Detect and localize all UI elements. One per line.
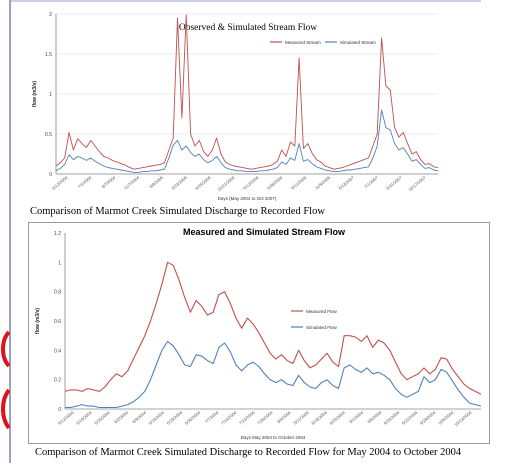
x-tick-label: 7/14/2004 bbox=[220, 410, 238, 426]
x-tick-label: 5/26/2004 bbox=[93, 410, 111, 426]
y-axis-label: flow (m3/s) bbox=[32, 81, 38, 107]
x-tick-label: 8/25/2005 bbox=[194, 175, 212, 191]
x-tick-label: 7/28/2004 bbox=[256, 410, 274, 426]
x-tick-label: 9/8/2004 bbox=[366, 410, 382, 425]
y-tick-label: 1.5 bbox=[45, 52, 52, 58]
red-accent-arc-upper bbox=[1, 330, 10, 368]
y-tick-label: 0.6 bbox=[54, 319, 61, 325]
y-tick-label: 0.4 bbox=[54, 348, 61, 354]
series-line-2 bbox=[55, 109, 439, 173]
bottom-chart-panel: Measured and Simulated Stream Flow 0 0.2 0.… bbox=[28, 222, 490, 444]
top-chart: Observed & Simulated Stream Flow 0 0.5 1 1.5… bbox=[32, 12, 439, 201]
chart-title: Measured and Simulated Stream Flow bbox=[183, 227, 346, 237]
top-chart-caption: Comparison of Marmot Creek Simulated Dis… bbox=[30, 206, 325, 217]
x-tick-label: 5/19/2004 bbox=[75, 410, 93, 426]
series-line-1 bbox=[64, 261, 482, 395]
bottom-chart-caption: Comparison of Marmot Creek Simulated Dis… bbox=[35, 447, 462, 458]
x-tick-label: 9/15/2004 bbox=[383, 410, 401, 426]
x-tick-label: 9/22/2004 bbox=[401, 410, 419, 426]
series-line-2 bbox=[65, 340, 482, 409]
x-tick-label: 6/23/2005 bbox=[170, 175, 188, 191]
bottom-chart: Measured and Simulated Stream Flow 0 0.2 0.… bbox=[35, 227, 482, 440]
y-tick-label: 0.2 bbox=[54, 378, 61, 384]
x-tick-label: 5/12/2004 bbox=[51, 175, 69, 191]
x-tick-label: 9/7/2004 bbox=[101, 175, 117, 190]
x-tick-label: 10/17/2007 bbox=[407, 175, 427, 193]
y-tick-label: 0.5 bbox=[45, 132, 52, 138]
x-tick-label: 9/1/2004 bbox=[348, 410, 364, 425]
x-tick-label: 10/13/2004 bbox=[453, 410, 473, 428]
y-tick-label: 0 bbox=[49, 172, 52, 178]
top-chart-panel: Observed & Simulated Stream Flow 0 0.5 1 1.5… bbox=[28, 4, 458, 204]
legend-label: Simulated Stream bbox=[340, 40, 376, 45]
legend-label: Simulated Flow bbox=[306, 325, 338, 330]
x-tick-label: 6/23/2004 bbox=[166, 410, 184, 426]
y-tick-label: 2 bbox=[49, 12, 52, 18]
red-accent-arc-lower bbox=[1, 388, 10, 430]
x-axis-label: Days (May 2004 to Oct 2007) bbox=[218, 196, 277, 201]
x-tick-label: 5/13/2007 bbox=[338, 175, 356, 191]
x-tick-label: 8/18/2004 bbox=[310, 410, 328, 426]
x-tick-label: 7/1/2004 bbox=[77, 175, 93, 190]
x-tick-label: 10/21/2005 bbox=[216, 175, 236, 193]
x-tick-label: 6/28/2006 bbox=[266, 175, 284, 191]
x-tick-label: 6/16/2004 bbox=[148, 410, 166, 426]
x-tick-label: 6/2/2004 bbox=[113, 410, 129, 425]
chart-title: Observed & Simulated Stream Flow bbox=[179, 23, 317, 33]
x-tick-label: 5/12/2006 bbox=[242, 175, 260, 191]
y-tick-label: 1 bbox=[49, 92, 52, 98]
x-tick-label: 7/7/2004 bbox=[204, 410, 220, 425]
left-border-rule bbox=[9, 0, 11, 463]
y-tick-label: 0.8 bbox=[54, 290, 61, 296]
x-tick-label: 5/9/2005 bbox=[148, 175, 164, 190]
x-tick-label: 9/11/2006 bbox=[290, 175, 308, 191]
legend-label: Measured Stream bbox=[285, 40, 321, 45]
y-axis-label: flow (m3/s) bbox=[35, 308, 41, 334]
x-tick-label: 8/25/2004 bbox=[328, 410, 346, 426]
x-tick-label: 9/29/2004 bbox=[419, 410, 437, 426]
x-tick-label: 7/1/2007 bbox=[363, 175, 379, 190]
x-tick-label: 11/9/2006 bbox=[314, 175, 332, 191]
x-tick-label: 8/4/2004 bbox=[276, 410, 292, 425]
y-tick-label: 0 bbox=[58, 407, 61, 413]
x-tick-label: 8/31/2007 bbox=[385, 175, 403, 191]
top-border-rule bbox=[11, 0, 481, 2]
y-tick-label: 1 bbox=[58, 260, 61, 266]
x-tick-label: 8/11/2004 bbox=[293, 410, 311, 426]
x-tick-label: 6/30/2004 bbox=[184, 410, 202, 426]
y-tick-label: 1.2 bbox=[54, 231, 61, 237]
x-axis-label: Days May 2004 to October 2004 bbox=[241, 435, 306, 440]
legend-label: Measured Flow bbox=[306, 309, 338, 314]
x-tick-label: 11/7/2004 bbox=[123, 175, 141, 191]
series-line-1 bbox=[55, 14, 439, 170]
x-tick-label: 6/9/2004 bbox=[131, 410, 147, 425]
x-tick-label: 7/21/2004 bbox=[238, 410, 256, 426]
